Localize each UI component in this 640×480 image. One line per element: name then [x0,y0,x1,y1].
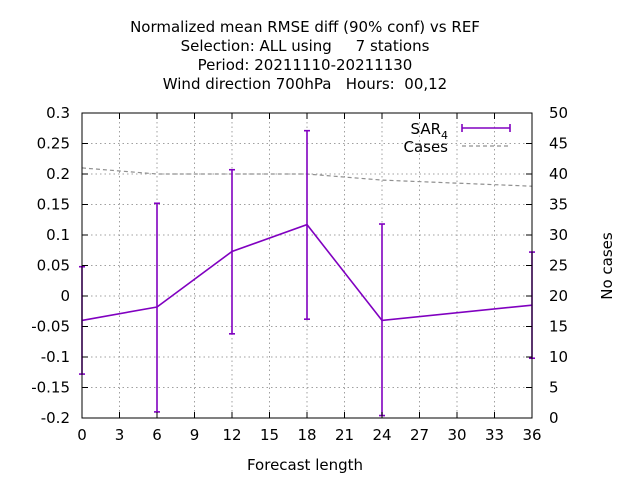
y-tick-label: 0.2 [46,165,70,183]
y2-tick-label: 25 [549,257,568,275]
y2-tick-labels: 0 5 10 15 20 25 30 35 40 45 50 [549,104,568,427]
legend-cases-label: Cases [403,138,448,156]
title-line-4: Wind direction 700hPa Hours: 00,12 [163,75,447,93]
legend-sar4-label: SAR4 [411,120,448,142]
y2-tick-label: 5 [549,379,559,397]
y2-tick-label: 50 [549,104,568,122]
y-tick-label: 0.1 [46,226,70,244]
x-tick-label: 6 [152,426,162,444]
y-tick-label: 0.05 [37,257,70,275]
x-tick-label: 9 [190,426,200,444]
y2-tick-label: 0 [549,409,559,427]
y-tick-label: -0.2 [41,409,70,427]
x-tick-label: 21 [335,426,354,444]
legend: SAR4 Cases [403,120,511,156]
y2-axis-label: No cases [598,232,616,300]
y2-tick-label: 40 [549,165,568,183]
y-tick-label: -0.1 [41,348,70,366]
legend-sar4-name: SAR [411,120,441,138]
x-tick-label: 0 [77,426,87,444]
x-tick-labels: 0 3 6 9 12 15 18 21 24 27 30 33 36 [77,426,541,444]
y2-tick-label: 35 [549,196,568,214]
y2-tick-label: 20 [549,287,568,305]
x-tick-label: 15 [260,426,279,444]
title-line-3: Period: 20211110-20211130 [198,56,413,74]
y-tick-label: 0 [60,287,70,305]
y-tick-label: -0.05 [31,318,70,336]
y-tick-label: 0.3 [46,104,70,122]
x-tick-label: 36 [522,426,541,444]
y-tick-label: 0.15 [37,196,70,214]
x-tick-label: 3 [115,426,125,444]
x-axis-label: Forecast length [247,456,363,474]
y2-tick-label: 15 [549,318,568,336]
x-tick-label: 27 [410,426,429,444]
x-tick-label: 18 [297,426,316,444]
y-tick-label: -0.15 [31,379,70,397]
title-line-1: Normalized mean RMSE diff (90% conf) vs … [130,18,480,36]
title-line-2: Selection: ALL using 7 stations [181,37,430,55]
y-tick-labels: -0.2 -0.15 -0.1 -0.05 0 0.05 0.1 0.15 0.2 0.25 0.3 [31,104,70,427]
x-tick-label: 24 [372,426,391,444]
x-tick-label: 12 [222,426,241,444]
legend-sar4-subscript: 4 [441,129,448,142]
y-tick-label: 0.25 [37,135,70,153]
chart-title: Normalized mean RMSE diff (90% conf) vs … [130,18,480,93]
x-tick-label: 30 [447,426,466,444]
x-tick-label: 33 [485,426,504,444]
y2-tick-label: 45 [549,135,568,153]
axis-ticks [81,112,533,419]
y2-tick-label: 30 [549,226,568,244]
sar4-line [81,223,533,322]
y2-tick-label: 10 [549,348,568,366]
